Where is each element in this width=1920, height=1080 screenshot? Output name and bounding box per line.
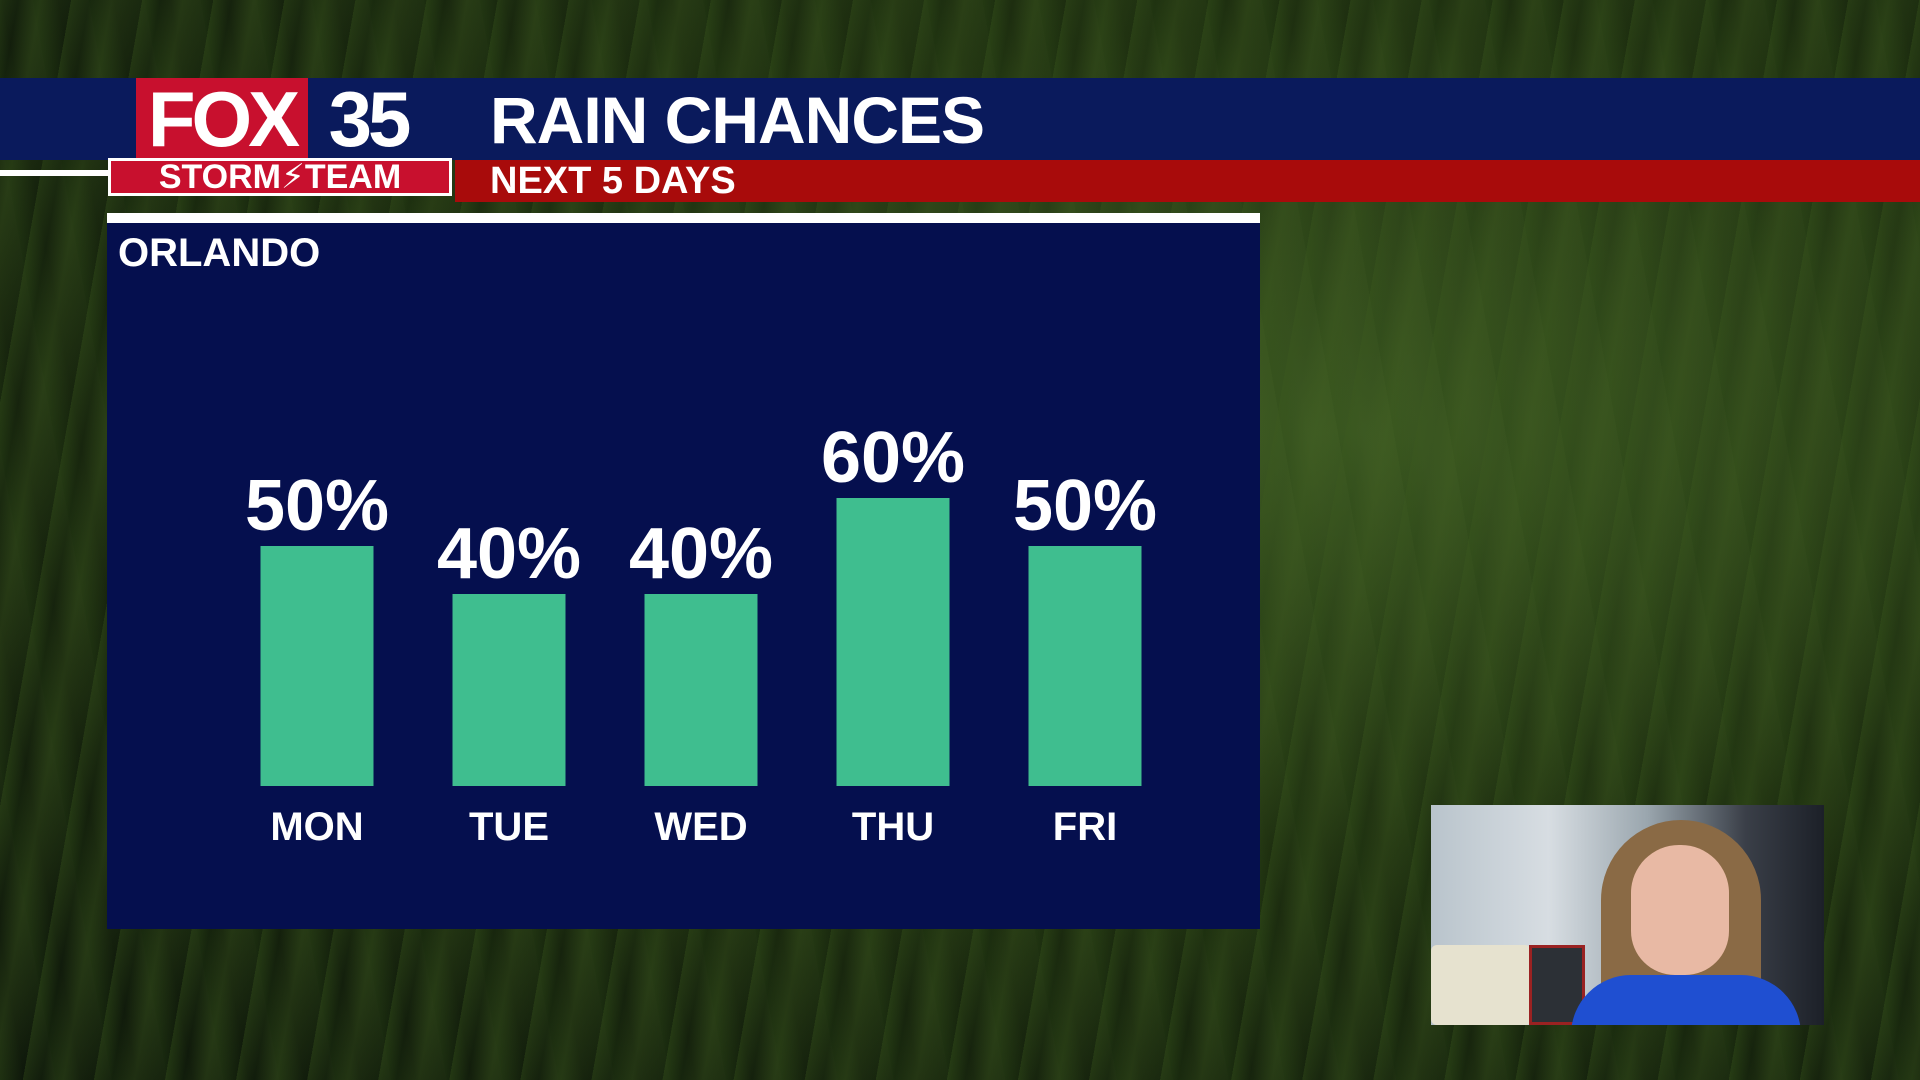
category-label-tue: TUE (469, 805, 549, 849)
value-label-thu: 60% (821, 418, 965, 498)
category-label-fri: FRI (1053, 805, 1117, 849)
logo-number: 35 (328, 75, 412, 163)
value-label-tue: 40% (437, 514, 581, 594)
pip-couch (1431, 945, 1531, 1025)
bar-tue (452, 594, 566, 786)
bar-thu (836, 498, 950, 786)
value-label-fri: 50% (1013, 466, 1157, 546)
value-label-mon: 50% (245, 466, 389, 546)
bar-mon (260, 546, 374, 786)
subtitle-bar (455, 160, 1920, 202)
bar-wed (644, 594, 758, 786)
logo-storm-team: STORM⚡TEAM (108, 158, 452, 196)
category-label-thu: THU (852, 805, 934, 849)
pip-presenter-shirt (1571, 975, 1801, 1025)
logo-fox: FOX (136, 78, 308, 160)
rain-chance-bar-chart: 50% MON 40% TUE 40% WED 60% THU 50% FRI (245, 418, 1157, 849)
category-label-mon: MON (270, 805, 363, 849)
presenter-video-inset (1431, 805, 1824, 1025)
page-subtitle: NEXT 5 DAYS (490, 160, 736, 202)
value-label-wed: 40% (629, 514, 773, 594)
page-title: RAIN CHANCES (490, 83, 985, 157)
header-accent-line (0, 170, 110, 176)
bar-fri (1028, 546, 1142, 786)
pip-presenter-face (1631, 845, 1729, 975)
category-label-wed: WED (654, 805, 747, 849)
city-label: ORLANDO (118, 231, 321, 275)
